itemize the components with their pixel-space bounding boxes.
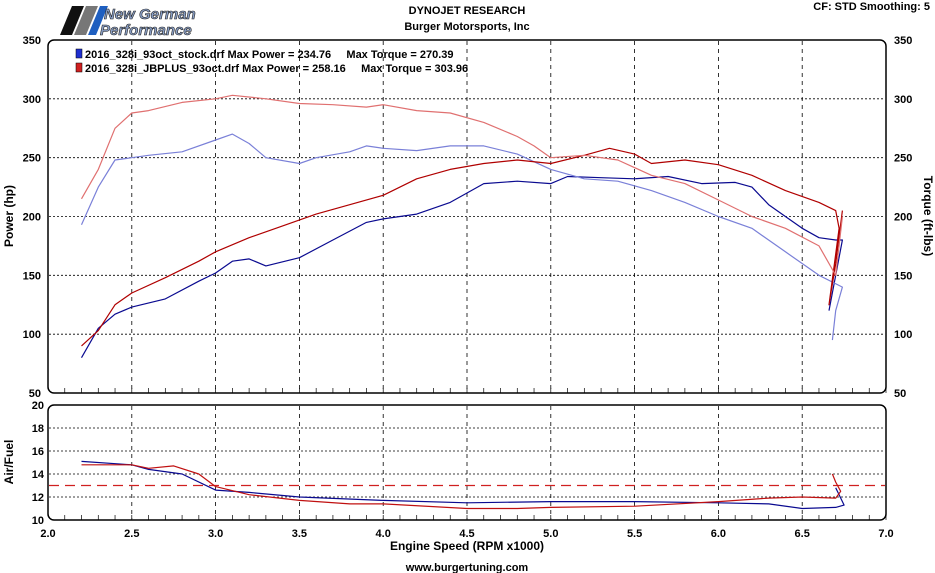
torque-tick-label: 200 [894,212,912,224]
torque-tick-label: 50 [894,388,906,400]
torque-tick-label: 350 [894,35,912,47]
torque-tick-label: 250 [894,153,912,165]
power-tick-label: 100 [23,329,41,341]
jbplus-power-line [81,147,843,347]
torque-tick-label: 300 [894,94,912,106]
afr-tick-label: 20 [32,400,44,412]
afr-tick-label: 14 [32,469,45,481]
torque-tick-label: 150 [894,270,912,282]
afr-tick-label: 10 [32,515,44,527]
power-tick-label: 200 [23,212,41,224]
logo-stripe-black [60,6,84,35]
x-axis-label: Engine Speed (RPM x1000) [390,539,544,553]
afr-tick-label: 16 [32,446,44,458]
afr-tick-label: 18 [32,423,44,435]
logo-stripe-grey [74,6,98,35]
x-tick-label: 2.0 [40,528,55,540]
jbplus-torque-line [80,94,843,276]
x-tick-label: 3.5 [292,528,307,540]
legend-entry-jbplus: 2016_328i_JBPLUS_93oct.drf Max Power = 2… [85,63,468,75]
y-axis-label-torque: Torque (ft-lbs) [921,176,935,256]
x-tick-label: 4.0 [376,528,391,540]
legend: 2016_328i_93oct_stock.drf Max Power = 23… [75,48,468,75]
settings-text: CF: STD Smoothing: 5 [813,1,930,13]
x-tick-label: 7.0 [878,528,893,540]
chart-subtitle: Burger Motorsports, Inc [404,21,529,33]
power-tick-label: 150 [23,270,41,282]
logo-line-2: Performance [100,22,192,39]
logo-line-1: New German [104,6,196,23]
x-tick-label: 6.0 [711,528,726,540]
stock-power-line [80,175,843,358]
x-tick-label: 5.0 [543,528,558,540]
x-tick-label: 2.5 [124,528,139,540]
x-tick-label: 3.0 [208,528,223,540]
logo: New German Performance [60,6,196,39]
y-axis-label-afr: Air/Fuel [2,440,16,485]
power-tick-label: 250 [23,153,41,165]
legend-swatch-jbplus [75,62,83,73]
power-tick-label: 350 [23,35,41,47]
stock-afr-line [81,460,845,510]
chart-title: DYNOJET RESEARCH [409,5,526,17]
power-tick-label: 300 [23,94,41,106]
afr-tick-label: 12 [32,492,44,504]
legend-entry-stock: 2016_328i_93oct_stock.drf Max Power = 23… [85,49,454,61]
stock-torque-line [80,133,843,341]
x-tick-label: 6.5 [795,528,810,540]
x-tick-label: 5.5 [627,528,642,540]
logo-stripe-blue [88,6,108,35]
footer-url: www.burgertuning.com [405,562,529,573]
x-tick-label: 4.5 [459,528,474,540]
torque-tick-label: 100 [894,329,912,341]
power-tick-label: 50 [29,388,41,400]
legend-swatch-stock [75,48,83,59]
y-axis-label-power: Power (hp) [2,185,16,247]
jbplus-afr-line [81,464,842,510]
